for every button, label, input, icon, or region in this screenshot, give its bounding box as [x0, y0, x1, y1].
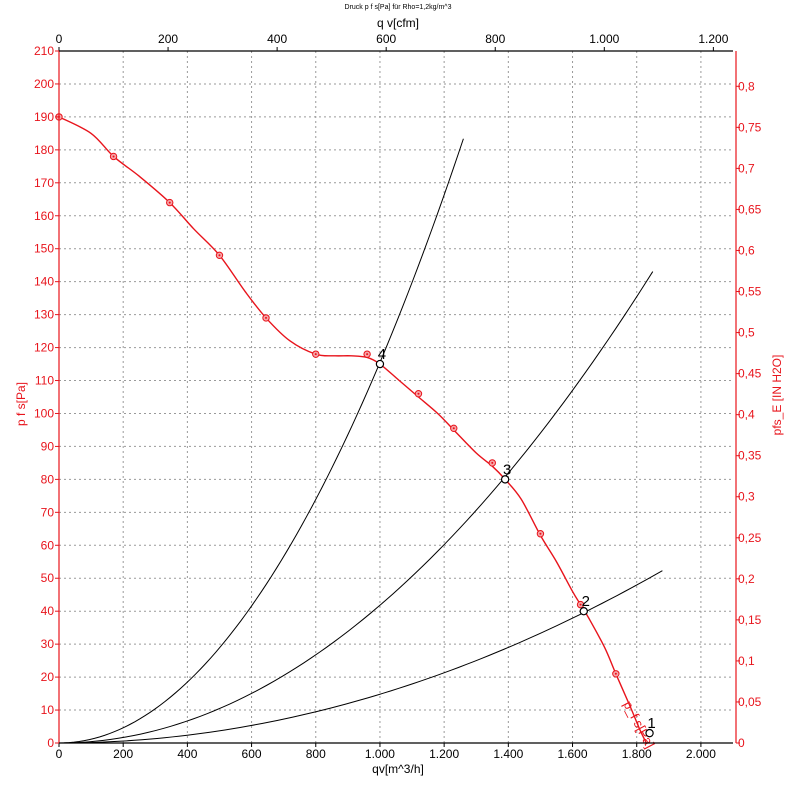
operating-point-label: 2: [582, 593, 590, 610]
left-tick-label: 0: [47, 736, 54, 750]
right-tick-label: 0,25: [738, 531, 762, 545]
fan-curve-marker-dot: [265, 316, 268, 319]
operating-point-marker: [645, 728, 654, 738]
right-tick-label: 0,1: [738, 654, 755, 668]
bottom-tick-label: 1.800: [622, 747, 652, 761]
left-tick-label: 20: [41, 670, 55, 684]
right-tick-label: 0,6: [738, 243, 755, 257]
left-tick-label: 190: [34, 110, 54, 124]
bottom-tick-label: 0: [56, 747, 63, 761]
top-tick-label: 0: [56, 32, 63, 46]
left-tick-label: 70: [41, 505, 55, 519]
fan-curve-marker-dot: [218, 254, 221, 257]
bottom-tick-label: 1.200: [429, 747, 459, 761]
right-tick-label: 0,75: [738, 120, 762, 134]
top-tick-label: 1.200: [698, 32, 728, 46]
fan-curve-marker-dot: [314, 353, 317, 356]
fan-curve-marker-dot: [539, 532, 542, 535]
fan-curve-marker-dot: [579, 603, 582, 606]
operating-point-label: 4: [378, 346, 386, 363]
left-tick-label: 60: [41, 538, 55, 552]
right-tick-label: 0: [738, 736, 745, 750]
right-tick-label: 0,3: [738, 490, 755, 504]
bottom-tick-label: 1.600: [558, 747, 588, 761]
right-tick-label: 0,8: [738, 79, 755, 93]
right-tick-label: 0,2: [738, 572, 755, 586]
left-tick-label: 170: [34, 176, 54, 190]
top-tick-label: 1.000: [589, 32, 619, 46]
left-tick-label: 50: [41, 571, 55, 585]
top-tick-label: 800: [485, 32, 505, 46]
left-tick-label: 10: [41, 703, 55, 717]
left-tick-label: 180: [34, 143, 54, 157]
operating-point-label: 3: [503, 461, 511, 478]
right-axis-label: pfs_E [IN H2O]: [770, 355, 784, 436]
right-tick-label: 0,45: [738, 367, 762, 381]
bottom-tick-label: 800: [306, 747, 326, 761]
bottom-axis-label: qv[m^3/h]: [372, 762, 424, 776]
fan-curve-line: [58, 116, 647, 744]
right-tick-label: 0,7: [738, 161, 755, 175]
fan-curve-marker-dot: [366, 353, 369, 356]
fan-curve: p_f s[Pa]: [55, 113, 658, 751]
axes: 0 200 400 600 800 1.000 1.200 1.400 1.600 1.800 2.…: [34, 32, 762, 761]
top-tick-label: 600: [376, 32, 396, 46]
left-tick-label: 80: [41, 472, 55, 486]
left-tick-label: 90: [41, 439, 55, 453]
fan-curve-marker-dot: [112, 155, 115, 158]
operating-point-marker: [375, 359, 385, 369]
bottom-tick-label: 400: [177, 747, 197, 761]
right-tick-label: 0,65: [738, 202, 762, 216]
chart-title: Druck p f s[Pa] für Rho=1,2kg/m^3: [345, 4, 452, 11]
top-tick-label: 200: [158, 32, 178, 46]
left-tick-label: 140: [34, 275, 54, 289]
operating-points: 1 2 3 4: [375, 346, 656, 738]
right-tick-label: 0,35: [738, 449, 762, 463]
top-tick-label: 400: [267, 32, 287, 46]
right-tick-label: 0,55: [738, 285, 762, 299]
bottom-tick-label: 600: [242, 747, 262, 761]
bottom-tick-label: 200: [113, 747, 133, 761]
top-axis-label: q v[cfm]: [377, 16, 419, 30]
left-tick-label: 40: [41, 604, 55, 618]
fan-curve-marker-dot: [491, 461, 494, 464]
system-curve-1: [58, 138, 464, 744]
right-tick-label: 0,15: [738, 613, 762, 627]
left-tick-label: 110: [35, 374, 54, 388]
left-tick-label: 210: [34, 44, 54, 58]
grid-lines: [59, 51, 733, 743]
system-curves: [58, 138, 663, 744]
operating-point-marker: [579, 606, 588, 616]
fan-curve-marker-dot: [168, 201, 171, 204]
left-tick-label: 160: [34, 209, 54, 223]
left-axis-label: p f s[Pa]: [14, 382, 28, 426]
bottom-tick-label: 1.400: [493, 747, 523, 761]
system-curve-3: [58, 570, 663, 744]
operating-point-marker: [500, 475, 510, 484]
left-tick-label: 130: [34, 308, 54, 322]
left-tick-label: 150: [34, 242, 54, 256]
fan-curve-marker-dot: [417, 392, 420, 395]
left-tick-label: 120: [34, 341, 54, 355]
left-tick-label: 200: [34, 77, 54, 91]
right-tick-label: 0,4: [738, 408, 755, 422]
right-tick-label: 0,5: [738, 326, 755, 340]
system-curve-2: [58, 271, 654, 744]
left-tick-label: 100: [34, 406, 54, 420]
right-tick-label: 0,05: [738, 695, 762, 709]
left-tick-label: 30: [41, 637, 55, 651]
operating-point-label: 1: [647, 715, 655, 732]
bottom-tick-label: 1.000: [365, 747, 395, 761]
fan-curve-marker-dot: [614, 672, 617, 675]
bottom-tick-label: 2.000: [686, 747, 716, 761]
fan-curve-marker-dot: [452, 427, 455, 430]
